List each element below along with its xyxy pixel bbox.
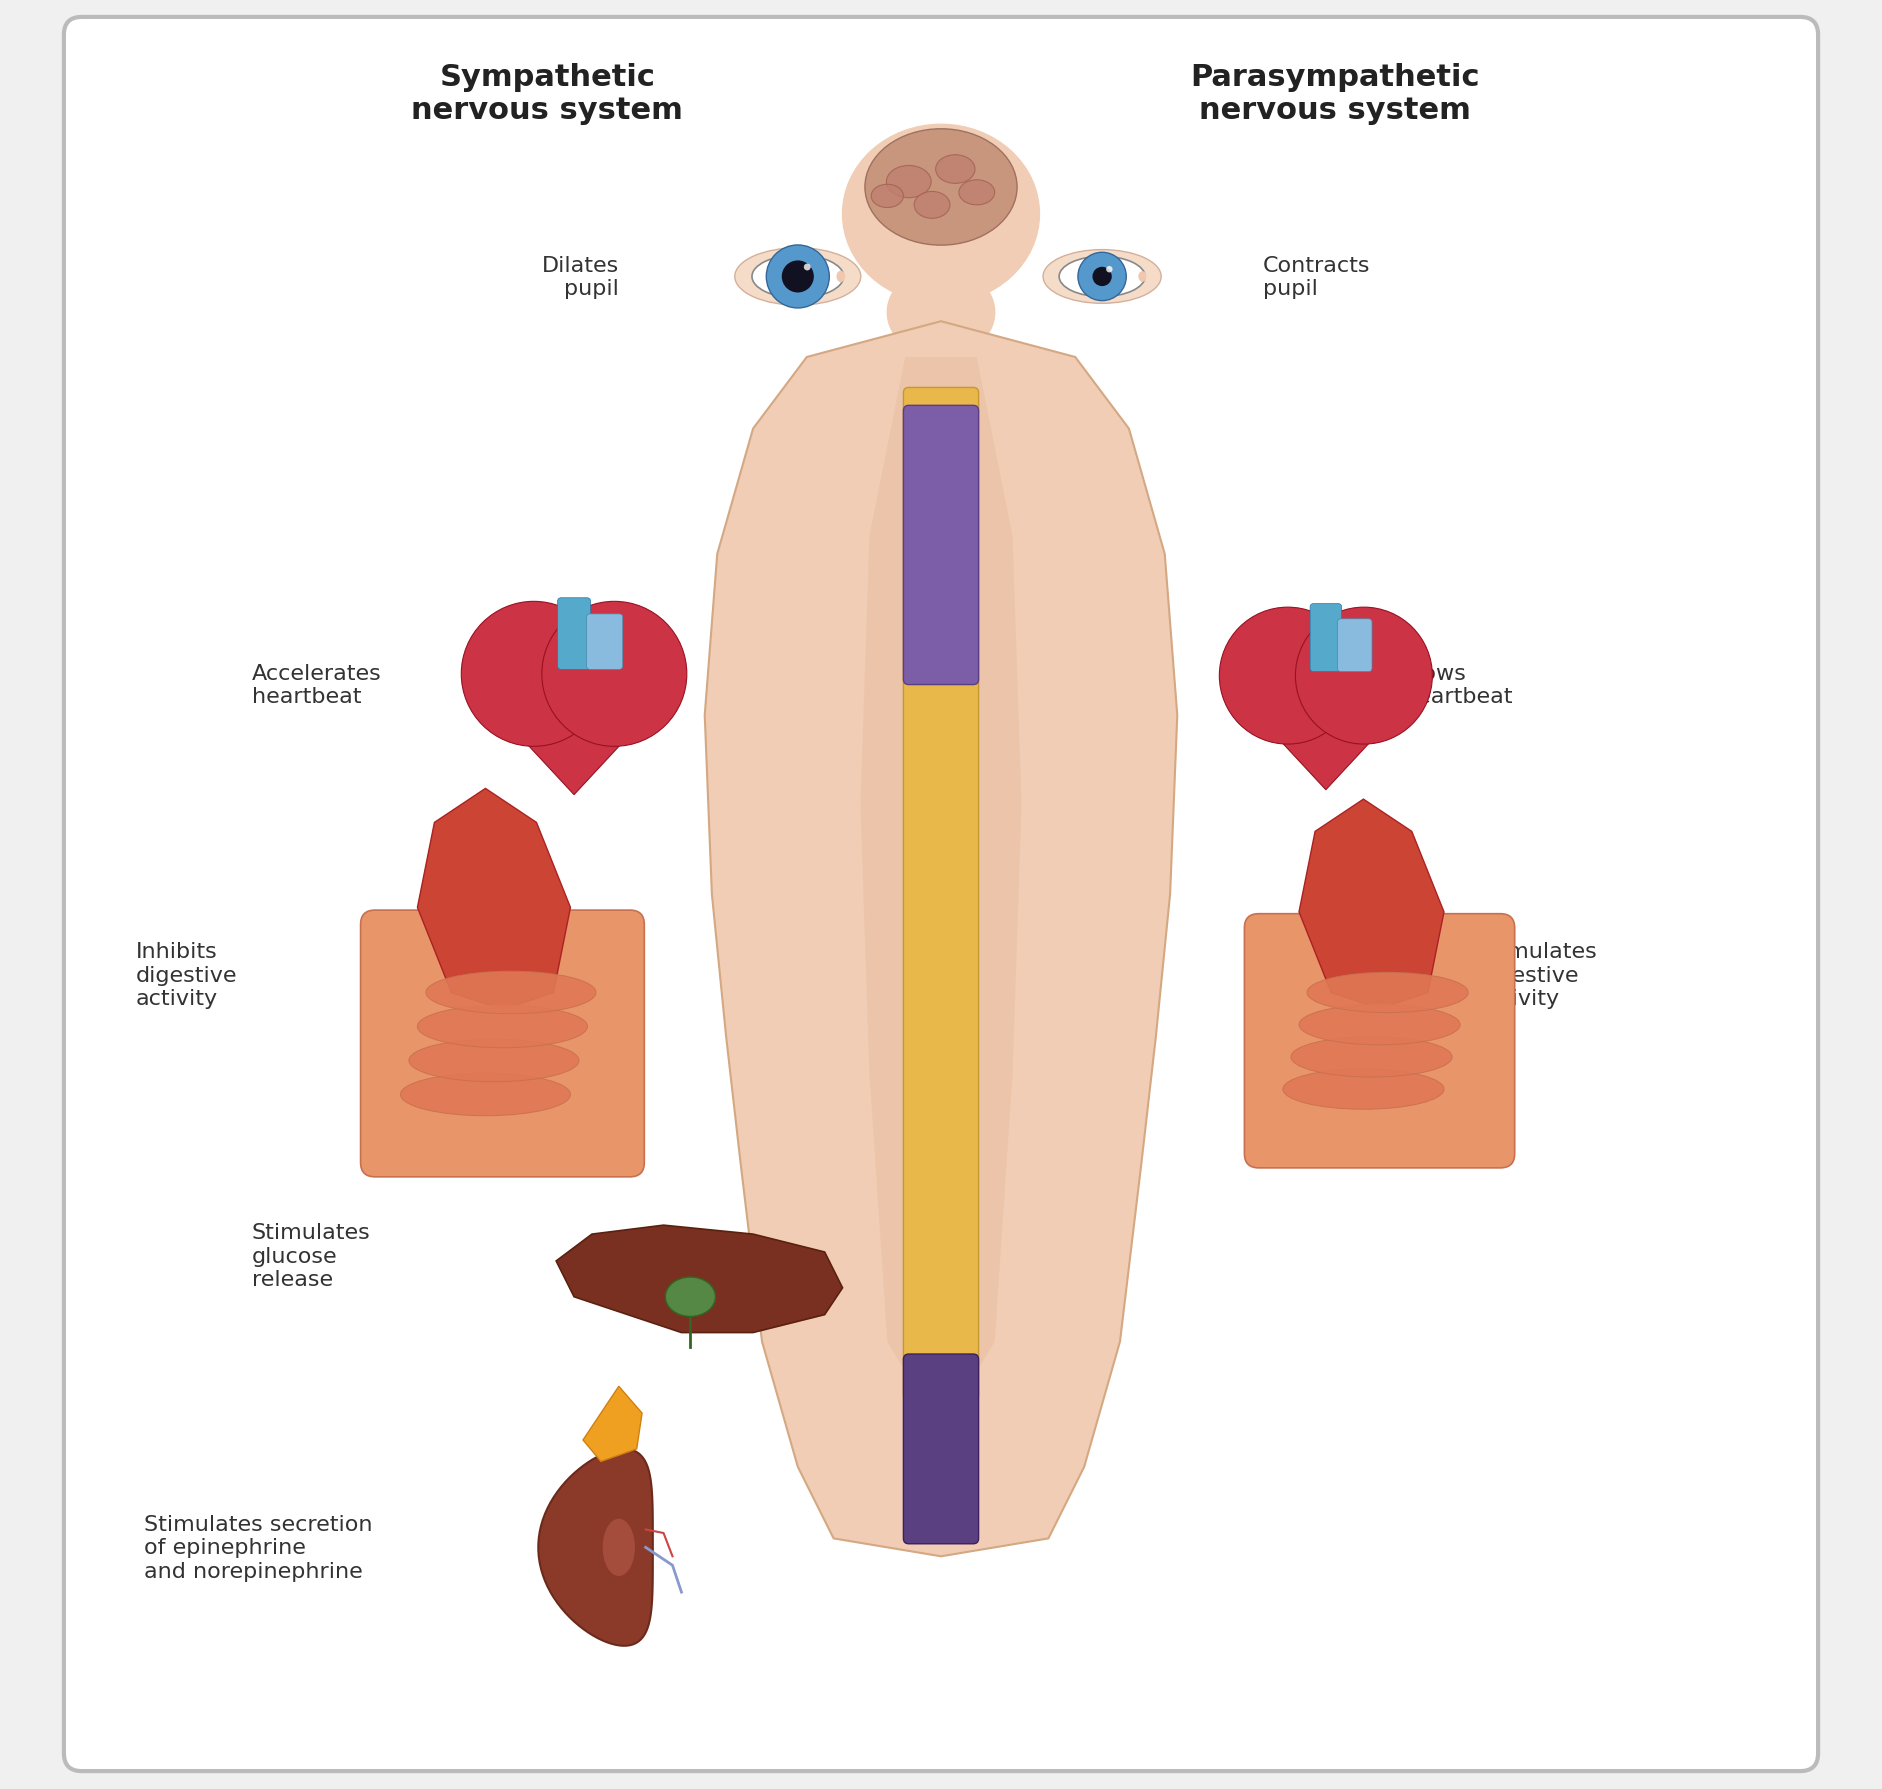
- Ellipse shape: [915, 193, 950, 218]
- FancyBboxPatch shape: [1310, 605, 1342, 673]
- Ellipse shape: [886, 166, 932, 199]
- Circle shape: [542, 601, 687, 748]
- Ellipse shape: [602, 1519, 634, 1576]
- Ellipse shape: [1299, 1005, 1460, 1045]
- Text: Stimulates
glucose
release: Stimulates glucose release: [252, 1222, 371, 1290]
- Ellipse shape: [666, 1277, 715, 1317]
- Text: Accelerates
heartbeat: Accelerates heartbeat: [252, 664, 382, 707]
- Polygon shape: [583, 1386, 642, 1462]
- Polygon shape: [469, 683, 679, 794]
- Ellipse shape: [866, 131, 1016, 247]
- Ellipse shape: [1291, 1038, 1453, 1077]
- FancyBboxPatch shape: [557, 598, 591, 671]
- Polygon shape: [1299, 800, 1443, 1009]
- Circle shape: [1107, 267, 1112, 274]
- Circle shape: [1078, 252, 1125, 302]
- Ellipse shape: [1308, 973, 1468, 1013]
- FancyBboxPatch shape: [587, 615, 623, 671]
- Text: Parasympathetic
nervous system: Parasympathetic nervous system: [1189, 63, 1479, 125]
- Circle shape: [461, 601, 606, 748]
- Polygon shape: [704, 322, 1178, 1556]
- FancyBboxPatch shape: [903, 1354, 979, 1544]
- Polygon shape: [557, 1225, 843, 1333]
- Ellipse shape: [1043, 250, 1161, 304]
- Text: Inhibits
digestive
activity: Inhibits digestive activity: [136, 941, 237, 1009]
- Circle shape: [804, 265, 811, 272]
- Polygon shape: [538, 1449, 653, 1646]
- Ellipse shape: [960, 181, 996, 206]
- Ellipse shape: [401, 1073, 570, 1116]
- FancyBboxPatch shape: [903, 388, 979, 1401]
- Polygon shape: [418, 789, 570, 1009]
- Text: Stimulates secretion
of epinephrine
and norepinephrine: Stimulates secretion of epinephrine and …: [145, 1513, 373, 1581]
- Text: Contracts
pupil: Contracts pupil: [1263, 256, 1370, 299]
- Ellipse shape: [935, 156, 975, 184]
- Text: Slows
heartbeat: Slows heartbeat: [1402, 664, 1513, 707]
- Ellipse shape: [418, 1005, 587, 1048]
- Text: Stimulates
digestive
activity: Stimulates digestive activity: [1477, 941, 1596, 1009]
- Text: Dilates
pupil: Dilates pupil: [542, 256, 619, 299]
- Text: Sympathetic
nervous system: Sympathetic nervous system: [412, 63, 683, 125]
- FancyBboxPatch shape: [1338, 619, 1372, 673]
- Circle shape: [1295, 608, 1432, 744]
- Ellipse shape: [753, 256, 843, 299]
- Circle shape: [1220, 608, 1357, 744]
- FancyBboxPatch shape: [64, 18, 1818, 1771]
- Polygon shape: [1227, 683, 1425, 791]
- Ellipse shape: [408, 1039, 580, 1082]
- Circle shape: [781, 261, 813, 293]
- Ellipse shape: [886, 268, 996, 358]
- Ellipse shape: [836, 272, 845, 283]
- Ellipse shape: [1284, 1070, 1443, 1109]
- Ellipse shape: [734, 249, 860, 306]
- FancyBboxPatch shape: [1244, 914, 1515, 1168]
- Ellipse shape: [871, 184, 903, 208]
- Ellipse shape: [425, 971, 597, 1014]
- Circle shape: [1092, 268, 1112, 286]
- FancyBboxPatch shape: [361, 911, 644, 1177]
- Ellipse shape: [1139, 272, 1146, 283]
- Ellipse shape: [843, 125, 1039, 304]
- FancyBboxPatch shape: [903, 406, 979, 685]
- Polygon shape: [860, 358, 1022, 1431]
- Circle shape: [766, 245, 830, 309]
- Ellipse shape: [1060, 258, 1144, 297]
